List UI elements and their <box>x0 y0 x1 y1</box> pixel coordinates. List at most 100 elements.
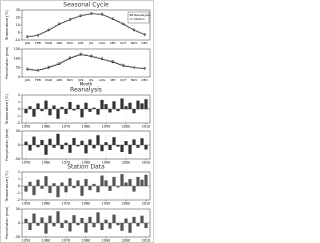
bar <box>88 216 92 223</box>
x-tick-label: 1950 <box>22 202 30 206</box>
bar <box>84 145 88 154</box>
bar <box>80 140 84 145</box>
bar <box>116 145 120 147</box>
y-tick-label: 100 <box>14 56 20 60</box>
bar <box>92 107 96 109</box>
y-axis-label: Temperature (°C) <box>5 93 9 125</box>
bar <box>32 213 36 223</box>
series-marker <box>69 18 71 20</box>
y-tick-label: -50 <box>15 157 20 161</box>
x-tick-label: 1960 <box>42 202 50 206</box>
bar <box>36 103 40 109</box>
x-tick-label: 1960 <box>42 161 50 165</box>
x-tick-label: 2010 <box>142 239 150 243</box>
y-axis-label: Precipitation (mm) <box>5 206 9 239</box>
plot-area <box>21 48 151 78</box>
bar <box>36 145 40 148</box>
series-marker <box>69 56 71 59</box>
bar <box>140 179 144 186</box>
bar <box>140 215 144 223</box>
bar <box>132 139 136 145</box>
bar <box>128 179 132 186</box>
bar <box>80 186 84 196</box>
series-marker <box>143 33 146 35</box>
bar <box>76 223 80 226</box>
y-tick-label: 1 <box>18 177 20 181</box>
bar <box>48 109 52 116</box>
bar <box>72 186 76 189</box>
series-marker <box>111 60 114 63</box>
bar <box>144 174 148 186</box>
bar <box>96 109 100 115</box>
bar <box>96 186 100 193</box>
bar <box>112 137 116 145</box>
series-marker <box>90 54 93 57</box>
series-marker <box>26 67 29 70</box>
bar <box>144 223 148 229</box>
x-tick-label: 2000 <box>122 125 130 129</box>
y-tick-label: 0 <box>18 221 20 225</box>
bar <box>80 109 84 118</box>
bar <box>36 179 40 186</box>
bar <box>24 109 28 114</box>
bar <box>124 141 128 145</box>
y-tick-label: 10 <box>16 23 20 27</box>
x-tick-label: 2000 <box>122 239 130 243</box>
series-marker <box>26 35 29 38</box>
x-tick-label: 1960 <box>42 125 50 129</box>
legend-label: Reanalysis <box>134 13 150 17</box>
x-tick-label: OCT <box>120 78 126 82</box>
series-marker <box>47 65 50 68</box>
x-tick-label: 1970 <box>62 161 70 165</box>
series-line <box>27 12 145 37</box>
x-tick-label: JUL <box>88 78 94 82</box>
x-tick-label: NOV <box>131 41 139 45</box>
bar <box>56 109 60 119</box>
bar <box>132 216 136 223</box>
bar <box>76 180 80 186</box>
bar <box>92 223 96 228</box>
y-tick-label: -1 <box>17 191 20 195</box>
bar <box>64 142 68 145</box>
x-tick-label: 1950 <box>22 239 30 243</box>
bar <box>100 223 104 230</box>
x-tick-label: 1970 <box>62 239 70 243</box>
bar <box>52 223 56 227</box>
x-tick-label: 1980 <box>82 239 90 243</box>
bar <box>112 176 116 186</box>
x-tick-label: 1960 <box>42 239 50 243</box>
bar <box>120 145 124 152</box>
bar <box>28 181 32 186</box>
y-tick-label: -10 <box>15 38 20 42</box>
x-tick-label: APR <box>56 41 62 45</box>
bar <box>64 220 68 223</box>
x-tick-label: SEP <box>110 78 116 82</box>
x-tick-label: 2000 <box>122 202 130 206</box>
bar <box>96 135 100 145</box>
x-tick-label: NOV <box>131 78 139 82</box>
bar <box>136 145 140 148</box>
bar <box>92 145 96 149</box>
x-tick-label: AUG <box>99 41 106 45</box>
bar <box>24 141 28 145</box>
bar <box>60 145 64 150</box>
x-tick-label: DEC <box>142 78 148 82</box>
bar <box>144 145 148 150</box>
y-tick-label: -2 <box>17 198 20 202</box>
y-tick-label: 0 <box>18 75 20 79</box>
section-title: Reanalysis <box>70 87 102 94</box>
x-tick-label: JAN <box>24 41 30 45</box>
bar <box>72 215 76 223</box>
y-axis-label: Temperature (°C) <box>5 9 9 41</box>
bar <box>32 109 36 117</box>
x-tick-label: JUN <box>77 41 83 45</box>
bar <box>28 106 32 109</box>
y-tick-label: 0 <box>18 184 20 188</box>
y-tick-label: -50 <box>15 235 20 239</box>
bar <box>124 106 128 109</box>
bar <box>108 145 112 151</box>
bar <box>40 217 44 223</box>
y-tick-label: 0 <box>18 107 20 111</box>
bar <box>104 142 108 145</box>
